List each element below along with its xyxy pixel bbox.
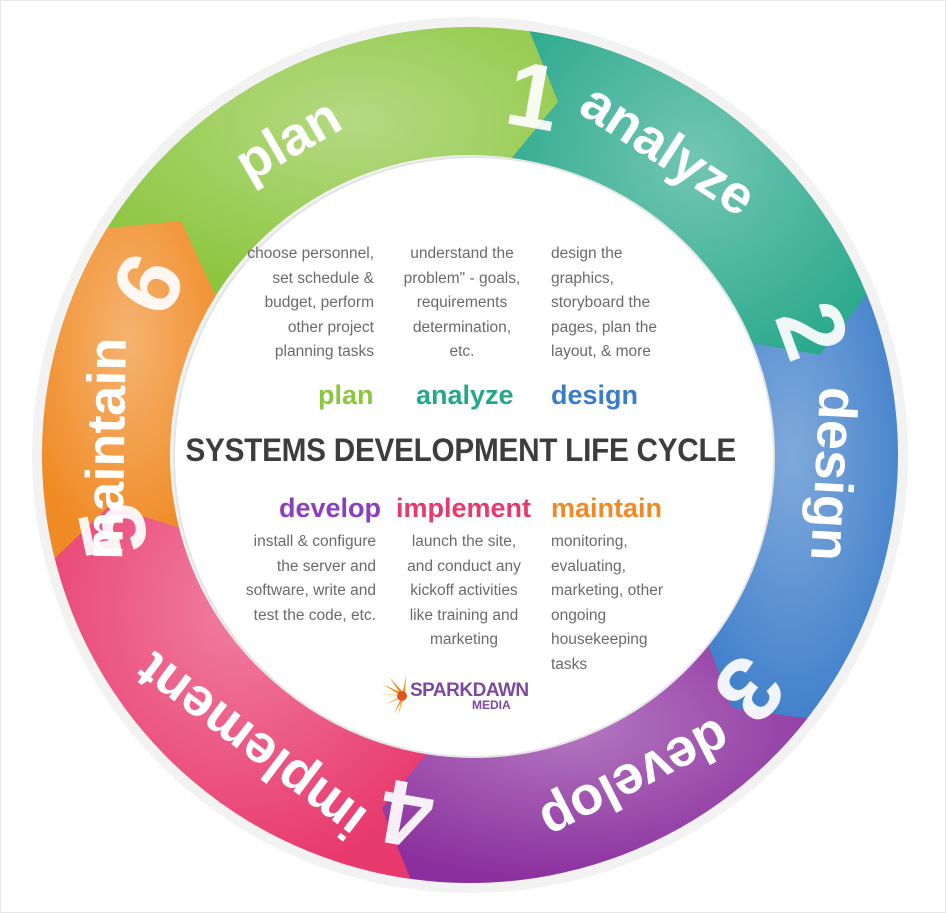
segment-gloss-plan: [107, 27, 604, 297]
segment-gloss-design: [685, 294, 898, 753]
step-heading-plan: plan: [318, 380, 374, 410]
segment-gloss-maintain: [41, 220, 216, 559]
center-disc: [174, 157, 774, 757]
step-desc-maintain: monitoring, evaluating, marketing, other on…: [551, 533, 663, 673]
sparkdawn-logo: SPARKDAWN MEDIA: [380, 674, 540, 720]
segment-gloss-develop: [336, 639, 808, 883]
step-heading-maintain: maintain: [551, 493, 663, 523]
step-desc-analyze: understand the problem" - goals, requireme…: [403, 245, 521, 360]
step-desc-develop: install & configure the server and softwar…: [245, 533, 376, 624]
logo-wordmark: SPARKDAWN: [410, 680, 529, 701]
ring-segments: [41, 27, 898, 883]
phase-label-maintain: maintain: [74, 337, 138, 560]
center-disc-border: [173, 156, 775, 758]
step-heading-develop: develop: [279, 493, 382, 523]
step-heading-analyze: analyze: [416, 380, 514, 410]
step-heading-design: design: [551, 380, 639, 410]
step-desc-design: design the graphics, storyboard the pages, …: [551, 245, 658, 360]
logo-subword: MEDIA: [472, 698, 511, 712]
segment-gloss-implement: [46, 461, 429, 879]
step-heading-implement: implement: [396, 493, 532, 523]
step-desc-plan: choose personnel, set schedule & budget, p…: [247, 245, 374, 360]
segment-gloss-analyze: [511, 31, 882, 397]
diagram-title: SYSTEMS DEVELOPMENT LIFE CYCLE: [185, 432, 737, 468]
spark-burst-icon: [380, 676, 407, 716]
step-desc-implement: launch the site, and conduct any kickoff a…: [407, 533, 521, 648]
phase-label-design: design: [799, 386, 868, 563]
